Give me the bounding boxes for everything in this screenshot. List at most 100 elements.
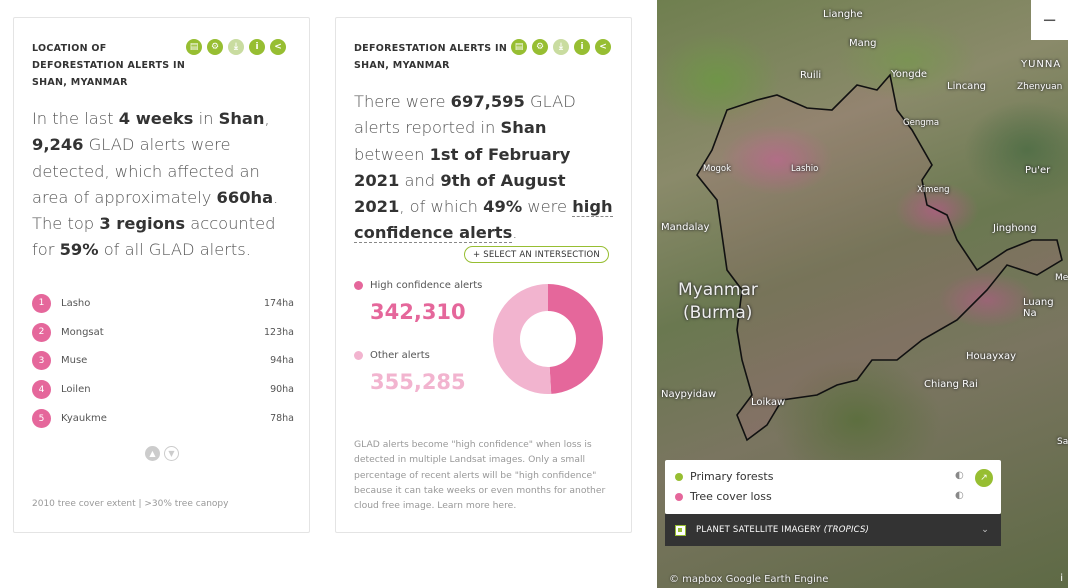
share-icon[interactable]: < <box>270 39 286 55</box>
region-value: 123ha <box>264 326 294 338</box>
widget-sentence: There were 697,595 GLAD alerts reported … <box>354 92 613 244</box>
region-name: Mongsat <box>61 326 104 338</box>
map-label: Loikaw <box>751 397 786 408</box>
arrow-icon: ↗ <box>980 473 988 483</box>
map-label: Luang Na <box>1023 297 1054 319</box>
legend-label: Other alerts <box>370 350 430 361</box>
share-icon[interactable]: < <box>595 39 611 55</box>
zoom-out-button[interactable]: − <box>1031 0 1068 40</box>
map-label: Zhenyuan <box>1017 82 1063 92</box>
high-confidence-value: 342,310 <box>370 300 466 324</box>
list-item[interactable]: 5 Kyaukme 78ha <box>32 404 294 433</box>
map-label: Mogok <box>703 164 732 174</box>
map-label: Yongde <box>891 69 928 80</box>
minus-icon: − <box>1041 9 1058 31</box>
legend-swatch <box>675 492 683 501</box>
region-name: Muse <box>61 355 88 367</box>
gear-icon[interactable]: ⚙ <box>532 39 548 55</box>
widget-sentence: In the last 4 weeks in Shan, 9,246 GLAD … <box>32 109 279 260</box>
map-label: Me <box>1055 273 1068 283</box>
basemap-label: PLANET SATELLITE IMAGERY <box>696 525 821 535</box>
rank-badge: 2 <box>32 322 51 342</box>
info-icon[interactable]: i <box>574 39 590 55</box>
legend-high-confidence: High confidence alerts <box>354 280 482 291</box>
select-intersection-button[interactable]: + SELECT AN INTERSECTION <box>464 246 609 263</box>
widget-toolbar: ▤ ⚙ ⤓ i < <box>511 39 611 55</box>
download-icon[interactable]: ⤓ <box>228 39 244 55</box>
legend-swatch <box>675 472 683 481</box>
layer-settings-button[interactable]: ↗ <box>975 469 993 487</box>
info-icon[interactable]: i <box>249 39 265 55</box>
map-view[interactable]: Lianghe Mang Ruili Yongde Lincang Zhenyu… <box>657 0 1068 588</box>
widgets-panel: LOCATION OF DEFORESTATION ALERTS IN SHAN… <box>13 17 632 533</box>
info-icon[interactable]: i <box>1060 573 1063 584</box>
gear-icon[interactable]: ⚙ <box>207 39 223 55</box>
other-alerts-value: 355,285 <box>370 370 466 394</box>
list-item[interactable]: 4 Loilen 90ha <box>32 375 294 404</box>
legend-other-alerts: Other alerts <box>354 350 430 361</box>
rank-badge: 5 <box>32 409 51 429</box>
map-country-label: (Burma) <box>683 303 753 323</box>
chevron-down-icon[interactable]: ⌄ <box>981 525 989 535</box>
legend-label: Tree cover loss <box>690 490 772 503</box>
download-icon[interactable]: ⤓ <box>553 39 569 55</box>
legend-label: High confidence alerts <box>370 280 483 291</box>
pagination: ▲ ▼ <box>145 446 179 461</box>
map-label: Lincang <box>947 81 986 92</box>
legend-swatch <box>354 351 363 360</box>
alerts-donut-chart <box>493 284 604 394</box>
map-label: Sa <box>1057 437 1068 447</box>
map-label: Gengma <box>903 118 940 128</box>
map-label: Lashio <box>791 164 819 174</box>
map-icon[interactable]: ▤ <box>186 39 202 55</box>
map-label: Jinghong <box>993 223 1037 234</box>
opacity-icon[interactable]: ◐ <box>955 470 964 481</box>
legend-layer-primary-forests[interactable]: Primary forests <box>675 470 773 483</box>
rank-badge: 3 <box>32 351 51 371</box>
region-value: 174ha <box>264 297 294 309</box>
ranked-locations-widget: LOCATION OF DEFORESTATION ALERTS IN SHAN… <box>13 17 310 533</box>
region-value: 78ha <box>270 413 294 425</box>
map-label: Pu'er <box>1025 165 1051 176</box>
chevron-up-icon: ▲ <box>149 449 156 458</box>
widget-title: LOCATION OF DEFORESTATION ALERTS IN SHAN… <box>32 43 186 88</box>
legend-swatch <box>354 281 363 290</box>
map-country-label: Myanmar <box>678 280 758 300</box>
page-up-button[interactable]: ▲ <box>145 446 160 461</box>
map-label: Mandalay <box>661 222 710 233</box>
page-down-button[interactable]: ▼ <box>164 446 179 461</box>
basemap-sublabel: (TROPICS) <box>823 525 870 535</box>
map-label: Ximeng <box>917 185 950 195</box>
list-item[interactable]: 2 Mongsat 123ha <box>32 318 294 347</box>
widget-footer: GLAD alerts become "high confidence" whe… <box>354 439 606 512</box>
region-name: Loilen <box>61 384 91 396</box>
map-label: YUNNA <box>1021 59 1062 70</box>
legend-layer-tree-cover-loss[interactable]: Tree cover loss <box>675 490 772 503</box>
deforestation-alerts-widget: DEFORESTATION ALERTS IN SHAN, MYANMAR ▤ … <box>335 17 632 533</box>
region-value: 94ha <box>270 355 294 367</box>
opacity-icon[interactable]: ◐ <box>955 490 964 501</box>
region-name: Lasho <box>61 297 91 309</box>
region-boundary <box>696 73 1063 442</box>
rank-badge: 4 <box>32 380 51 400</box>
map-label: Chiang Rai <box>924 379 978 390</box>
map-label: Ruili <box>800 70 822 81</box>
map-legend: Primary forests Tree cover loss ◐ ◐ ↗ <box>665 460 1001 514</box>
basemap-checkbox[interactable] <box>675 524 686 536</box>
map-attribution[interactable]: © mapbox Google Earth Engine <box>669 574 829 585</box>
widget-toolbar: ▤ ⚙ ⤓ i < <box>186 39 286 55</box>
list-item[interactable]: 3 Muse 94ha <box>32 347 294 376</box>
donut-slice-high-confidence[interactable] <box>548 284 604 394</box>
high-confidence-tooltip-link[interactable]: high confidence alerts <box>354 197 613 244</box>
legend-label: Primary forests <box>690 470 774 483</box>
donut-slice-other-alerts[interactable] <box>493 284 552 394</box>
map-icon[interactable]: ▤ <box>511 39 527 55</box>
basemap-selector[interactable]: PLANET SATELLITE IMAGERY (TROPICS) ⌄ <box>665 514 1001 546</box>
rank-badge: 1 <box>32 293 51 313</box>
map-label: Mang <box>849 38 877 49</box>
map-label: Naypyidaw <box>661 389 717 400</box>
widget-title: DEFORESTATION ALERTS IN SHAN, MYANMAR <box>354 43 508 71</box>
list-item[interactable]: 1 Lasho 174ha <box>32 289 294 318</box>
chevron-down-icon: ▼ <box>168 449 175 458</box>
map-label: Lianghe <box>823 9 863 20</box>
